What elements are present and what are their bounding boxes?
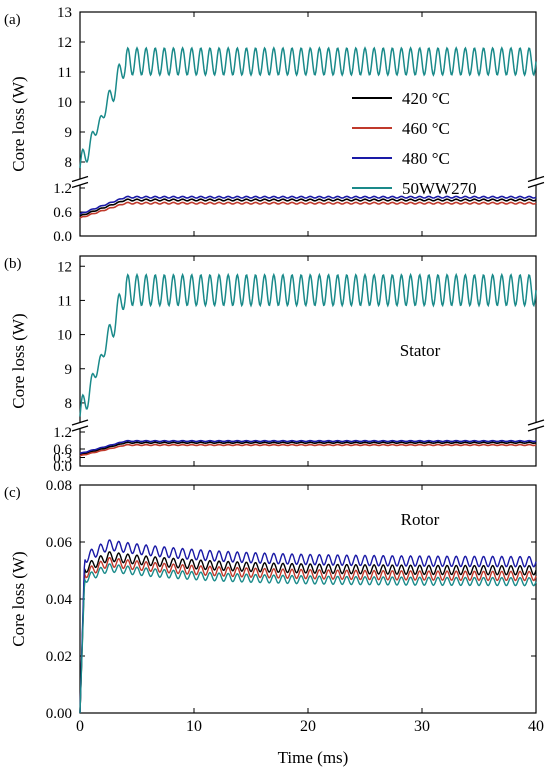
y-tick-label: 10 [57, 328, 72, 344]
axis-break-mark [71, 425, 89, 432]
legend-label: 420 °C [402, 89, 450, 108]
panel-annotation: Rotor [401, 510, 440, 529]
panel-annotation: Stator [400, 341, 441, 360]
x-tick-label: 30 [414, 718, 430, 735]
y-tick-label: 11 [58, 293, 72, 309]
y-tick-label: 0.6 [53, 205, 72, 221]
panel-c: (c) Core loss (W) 0 10 20 30 40 0.00 0.02 0.04 0.0… [4, 478, 544, 735]
y-tick-label: 1.2 [53, 181, 72, 197]
x-tick-label: 40 [528, 718, 544, 735]
axis-break-gap [528, 179, 544, 186]
series-line-0 [79, 198, 537, 217]
y-tick-label: 12 [57, 259, 72, 275]
series-line-2 [79, 195, 537, 215]
x-tick-label: 0 [76, 718, 84, 735]
y-tick-label: 8 [65, 396, 73, 412]
y-tick-label: 1.2 [53, 425, 72, 441]
y-tick-label: 9 [65, 362, 73, 378]
series-line-3 [79, 46, 537, 169]
series-line-1 [79, 556, 537, 714]
y-axis-label: Core loss (W) [9, 551, 28, 646]
series-line-2 [79, 539, 537, 714]
legend-label: 50WW270 [402, 179, 477, 198]
series-line-2 [79, 439, 537, 455]
x-tick-label: 20 [300, 718, 316, 735]
y-tick-label: 9 [65, 125, 73, 141]
legend-label: 460 °C [402, 119, 450, 138]
panel-a: (a) Core loss (W) 8 9 10 11 12 13 0.0 0.6 1.2 420 °… [4, 5, 545, 245]
series-line-3 [79, 563, 537, 714]
axis-break-mark [527, 419, 545, 426]
y-tick-label: 0.3 [53, 451, 72, 467]
y-tick-label: 11 [58, 65, 72, 81]
series-line-0 [79, 441, 537, 456]
y-axis-label: Core loss (W) [9, 76, 28, 171]
plot-frame [79, 484, 537, 714]
series-line-1 [79, 201, 537, 219]
axis-break-gap [72, 423, 88, 429]
y-tick-label: 0.0 [53, 229, 72, 245]
axis-break-gap [528, 423, 544, 429]
y-tick-label: 0.06 [46, 535, 73, 551]
y-tick-label: 0.6 [53, 442, 72, 458]
y-tick-label: 0.02 [46, 649, 72, 665]
y-tick-label: 10 [57, 95, 72, 111]
panel-label: (c) [4, 485, 21, 501]
panel-label: (b) [4, 256, 22, 272]
legend-label: 480 °C [402, 149, 450, 168]
axis-break-mark [527, 181, 545, 189]
axis-break-mark [71, 181, 89, 189]
axis-break-mark [527, 175, 545, 183]
y-tick-label: 0.04 [46, 592, 73, 608]
axis-break-mark [527, 425, 545, 432]
axis-break-mark [71, 175, 89, 183]
y-tick-label: 0.00 [46, 706, 72, 722]
axis-break-mark [71, 419, 89, 426]
y-tick-label: 0.0 [53, 459, 72, 475]
x-tick-label: 10 [186, 718, 202, 735]
series-line-1 [79, 443, 537, 457]
y-tick-label: 0.08 [46, 478, 72, 494]
series-line-0 [79, 551, 537, 714]
axis-break-gap [72, 179, 88, 186]
panel-b: (b) Core loss (W) 8 9 10 11 12 0.00.30.61.2 Stat… [4, 255, 545, 475]
y-tick-label: 13 [57, 5, 72, 21]
series-line-3 [79, 272, 537, 417]
y-tick-label: 12 [57, 35, 72, 51]
y-tick-label: 8 [65, 155, 73, 171]
y-axis-label: Core loss (W) [9, 313, 28, 408]
panel-label: (a) [4, 12, 21, 28]
x-axis-label: Time (ms) [278, 748, 349, 767]
